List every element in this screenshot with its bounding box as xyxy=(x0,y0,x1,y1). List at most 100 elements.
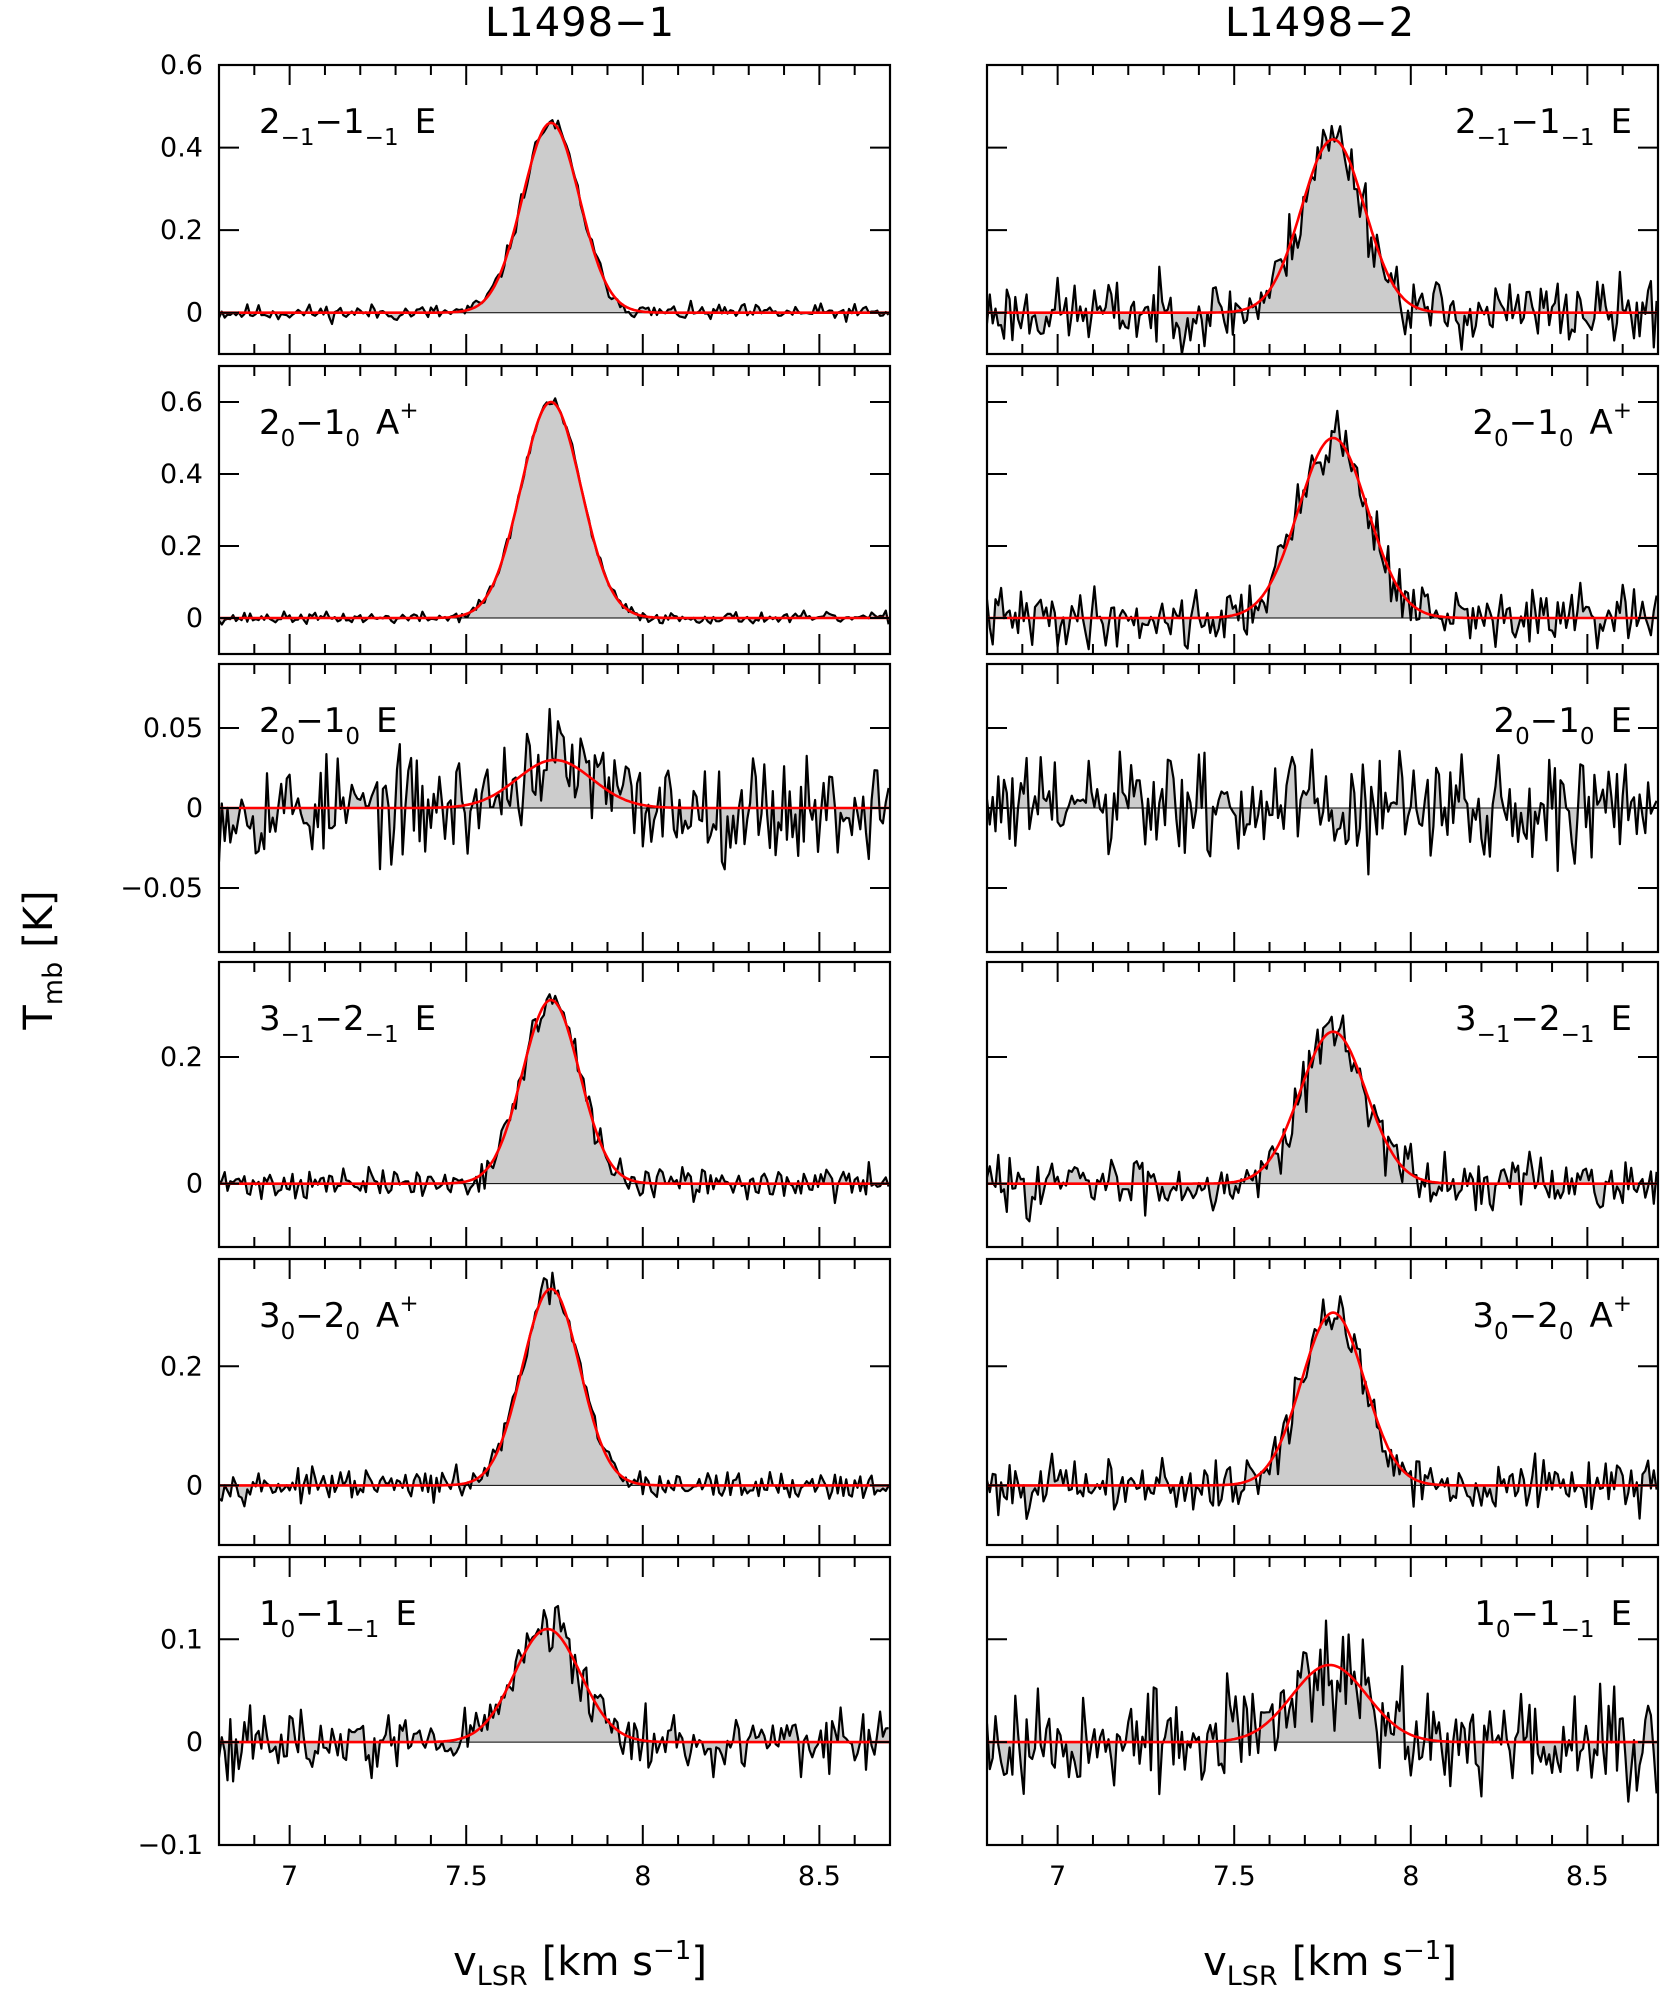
label-level: 1 xyxy=(1474,1594,1496,1634)
label-superscript: + xyxy=(1613,1291,1632,1317)
label-level: −1 xyxy=(1509,403,1559,443)
panel-frame xyxy=(217,960,892,1249)
label-subscript: −1 xyxy=(1477,1022,1511,1048)
spectrum-fill xyxy=(219,1272,889,1507)
transition-label: 20−10 A+ xyxy=(1472,398,1632,452)
label-subscript: 0 xyxy=(1580,724,1595,750)
label-symmetry: E xyxy=(376,701,397,741)
label-subscript: 0 xyxy=(345,724,360,750)
x-axis-title-left: vLSR [km s−1] xyxy=(453,1936,707,1989)
label-subscript: 0 xyxy=(1496,1617,1511,1643)
label-subscript: 0 xyxy=(281,1617,296,1643)
label-level: 3 xyxy=(1455,999,1477,1039)
label-subscript: −1 xyxy=(1561,1022,1595,1048)
label-level: −1 xyxy=(315,102,365,142)
label-symmetry: E xyxy=(395,1594,416,1634)
spectrum-panel: 20−10 A+ xyxy=(985,364,1660,656)
y-tick-label: 0.2 xyxy=(160,531,203,562)
transition-label: 3−1−2−1 E xyxy=(259,999,436,1048)
label-level: −2 xyxy=(315,999,365,1039)
panel-frame xyxy=(217,1555,892,1847)
transition-label: 30−20 A+ xyxy=(259,1291,419,1345)
y-tick-label: 0.2 xyxy=(160,215,203,246)
gaussian-fit xyxy=(219,758,890,810)
y-tick-label: 0.6 xyxy=(160,50,203,81)
y-tick-label: 0.4 xyxy=(160,133,203,164)
spectrum-trace xyxy=(987,748,1658,876)
label-subscript: 0 xyxy=(1494,426,1509,452)
x-axis-superscript: −1 xyxy=(653,1936,691,1966)
label-level: 3 xyxy=(1472,1296,1494,1336)
label-subscript: −1 xyxy=(345,1617,379,1643)
x-tick-label: 7 xyxy=(281,1861,298,1892)
spectrum-panel: 2−1−1−1 E xyxy=(985,63,1660,356)
y-tick-label: −0.05 xyxy=(120,873,203,904)
transition-label: 30−20 A+ xyxy=(1472,1291,1632,1345)
x-tick-label: 8 xyxy=(634,1861,651,1892)
gaussian-fit xyxy=(987,1311,1658,1487)
label-subscript: 0 xyxy=(345,1319,360,1345)
y-tick-label: 0 xyxy=(186,603,203,634)
gaussian-fit xyxy=(219,1287,890,1487)
label-subscript: 0 xyxy=(1559,426,1574,452)
gaussian-fit xyxy=(987,137,1658,314)
label-subscript: −1 xyxy=(365,125,399,151)
label-superscript: + xyxy=(399,398,418,424)
y-axis-subscript: mb xyxy=(38,962,69,1005)
transition-label: 20−10 A+ xyxy=(259,398,419,452)
x-axis-title-right: vLSR [km s−1] xyxy=(1203,1936,1457,1989)
label-level: 2 xyxy=(1455,102,1477,142)
spectrum-panel: 7 7.5 8 8.510−1−1 E xyxy=(985,1555,1660,1892)
label-level: 2 xyxy=(1493,701,1515,741)
spectrum-trace xyxy=(987,1014,1658,1223)
panel-frame xyxy=(217,364,892,656)
spectrum-panel: 3−1−2−1 E xyxy=(985,960,1660,1249)
label-level: 2 xyxy=(259,403,281,443)
y-tick-label: 0.2 xyxy=(160,1351,203,1382)
spectrum-panel: 00.20.40.62−1−1−1 E xyxy=(160,50,892,356)
gaussian-fit xyxy=(219,998,890,1185)
label-symmetry: A xyxy=(376,403,399,443)
label-level: −1 xyxy=(1530,701,1580,741)
spectrum-fill xyxy=(219,1606,889,1782)
y-tick-label: 0 xyxy=(186,793,203,824)
y-axis-title: Tmb [K] xyxy=(16,890,69,1030)
x-axis-superscript: −1 xyxy=(1403,1936,1441,1966)
panel-frame xyxy=(985,364,1660,656)
y-tick-label: 0.6 xyxy=(160,387,203,418)
label-subscript: −1 xyxy=(1477,125,1511,151)
label-level: −1 xyxy=(295,1594,345,1634)
svg-text:Tmb[K]: Tmb [K] xyxy=(16,890,69,1030)
label-level: 2 xyxy=(259,701,281,741)
x-axis-subscript: LSR xyxy=(477,1961,528,1989)
y-axis-symbol: T xyxy=(16,1005,62,1031)
label-level: −2 xyxy=(1509,1296,1559,1336)
spectrum-fill xyxy=(987,126,1657,354)
x-axis-close: ] xyxy=(1441,1939,1457,1985)
spectrum-panel: 0 0.2 30−20 A+ xyxy=(160,1257,892,1547)
x-tick-label: 8.5 xyxy=(1566,1861,1609,1892)
label-subscript: 0 xyxy=(1515,724,1530,750)
y-tick-label: −0.1 xyxy=(137,1830,203,1861)
gaussian-fit xyxy=(987,1663,1658,1744)
label-level: 2 xyxy=(1472,403,1494,443)
transition-label: 2−1−1−1 E xyxy=(1455,102,1632,151)
transition-label: 3−1−2−1 E xyxy=(1455,999,1632,1048)
x-tick-label: 7.5 xyxy=(1213,1861,1256,1892)
label-superscript: + xyxy=(399,1291,418,1317)
label-level: −1 xyxy=(1510,102,1560,142)
x-tick-label: 8.5 xyxy=(798,1861,841,1892)
column-title-right: L1498−2 xyxy=(1225,0,1415,46)
spectrum-panel: 20−10 E xyxy=(985,662,1660,954)
panel-frame xyxy=(985,1555,1660,1847)
column-title-left: L1498−1 xyxy=(485,0,675,46)
gaussian-fit xyxy=(987,1030,1658,1185)
spectrum-fill xyxy=(219,120,889,324)
label-subscript: −1 xyxy=(281,1022,315,1048)
label-level: 1 xyxy=(259,1594,281,1634)
y-tick-label: 0.2 xyxy=(160,1042,203,1073)
spectrum-trace xyxy=(219,1604,889,1783)
label-level: −1 xyxy=(295,403,345,443)
